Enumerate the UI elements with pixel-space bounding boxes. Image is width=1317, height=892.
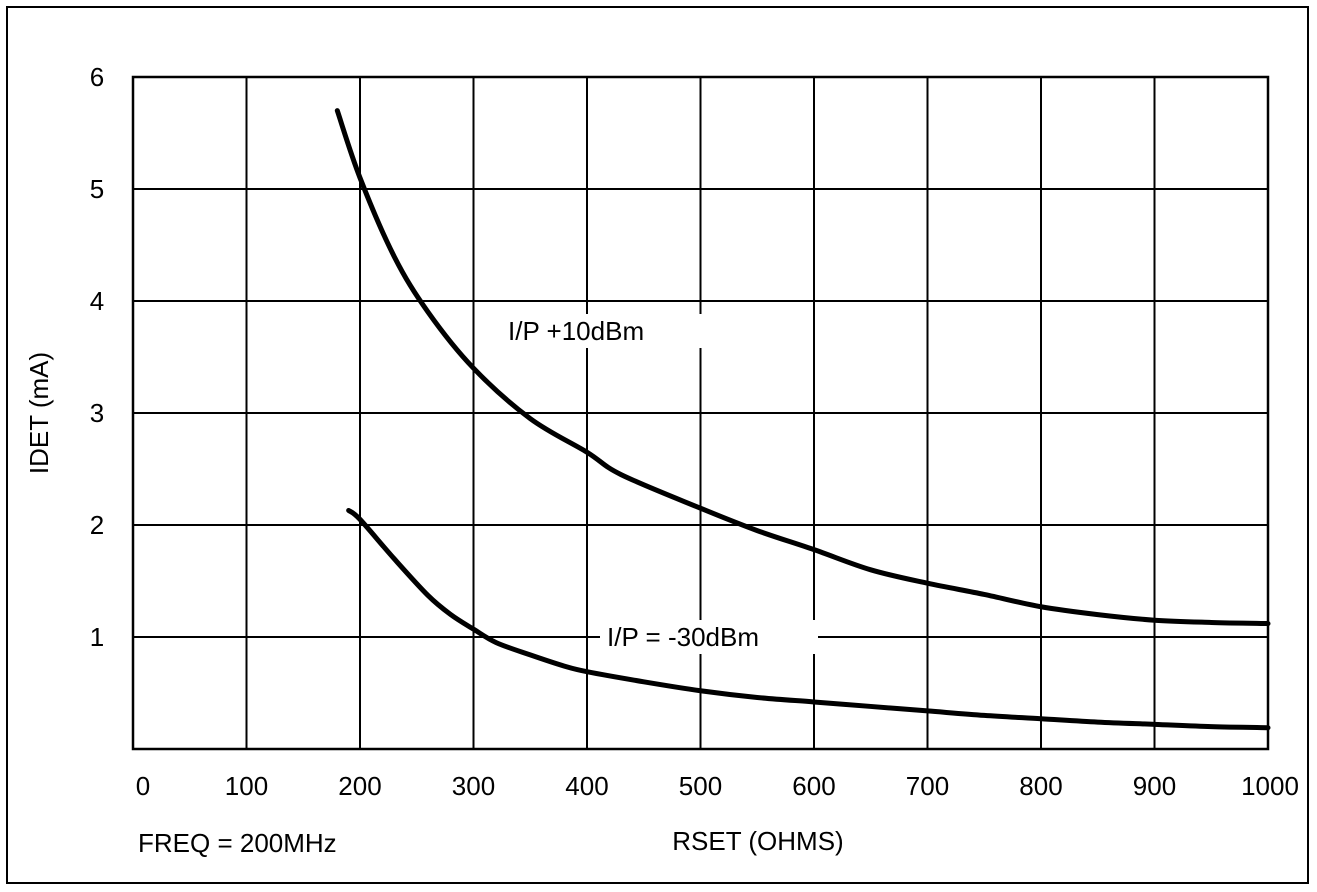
series-label-background-1 <box>500 314 705 348</box>
x-tick-label: 1000 <box>1241 771 1299 801</box>
x-tick-label: 800 <box>1019 771 1062 801</box>
y-tick-label: 3 <box>90 398 104 428</box>
x-axis-label: RSET (OHMS) <box>672 826 843 856</box>
grid <box>133 77 1268 749</box>
y-tick-label: 6 <box>90 62 104 92</box>
x-tick-label: 600 <box>792 771 835 801</box>
y-tick-label: 2 <box>90 510 104 540</box>
x-tick-label: 100 <box>225 771 268 801</box>
y-axis-label: IDET (mA) <box>24 352 54 474</box>
y-tick-label: 5 <box>90 174 104 204</box>
plot-area <box>131 75 1270 751</box>
tick-labels: 0 100 200 300 400 500 600 700 800 900 1000 1 2 3 4 5 6 <box>90 62 1299 801</box>
x-tick-label: 700 <box>906 771 949 801</box>
y-tick-label: 1 <box>90 622 104 652</box>
x-tick-label: 900 <box>1133 771 1176 801</box>
series-label-minus30dbm: I/P = -30dBm <box>607 622 759 652</box>
series-label-plus10dbm: I/P +10dBm <box>508 316 644 346</box>
chart-frame <box>6 6 1309 884</box>
x-tick-label: 400 <box>565 771 608 801</box>
x-tick-label: 0 <box>136 771 150 801</box>
y-tick-label: 4 <box>90 286 104 316</box>
x-tick-label: 200 <box>338 771 381 801</box>
series-label-background-2 <box>600 620 818 654</box>
series-line-minus30dbm <box>346 507 1271 731</box>
x-tick-label: 500 <box>679 771 722 801</box>
series-lines <box>334 108 1271 731</box>
x-tick-label: 300 <box>452 771 495 801</box>
series-line-plus10dbm <box>334 108 1271 627</box>
frequency-note: FREQ = 200MHz <box>138 828 337 858</box>
